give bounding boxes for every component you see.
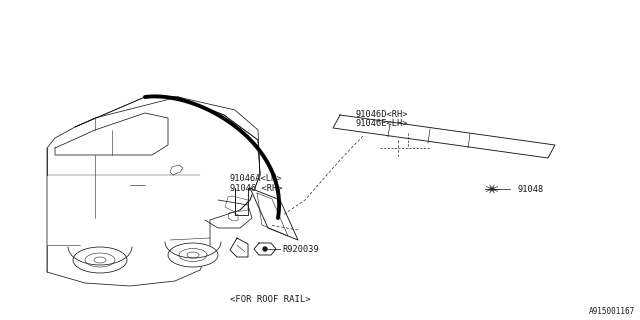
Circle shape — [490, 187, 494, 191]
Polygon shape — [230, 238, 248, 257]
Text: 91048: 91048 — [518, 185, 544, 194]
Text: 91046 <RH>: 91046 <RH> — [230, 184, 282, 193]
Ellipse shape — [168, 243, 218, 267]
Text: 91046A<LH>: 91046A<LH> — [230, 174, 282, 183]
Polygon shape — [254, 243, 276, 255]
Polygon shape — [333, 115, 555, 158]
Ellipse shape — [73, 247, 127, 273]
Text: 91046D<RH>: 91046D<RH> — [356, 110, 408, 119]
Text: <FOR ROOF RAIL>: <FOR ROOF RAIL> — [230, 295, 310, 305]
Circle shape — [263, 247, 267, 251]
Text: 91046E<LH>: 91046E<LH> — [356, 119, 408, 128]
Text: R920039: R920039 — [282, 244, 319, 253]
Text: A915001167: A915001167 — [589, 307, 635, 316]
Polygon shape — [250, 188, 298, 240]
